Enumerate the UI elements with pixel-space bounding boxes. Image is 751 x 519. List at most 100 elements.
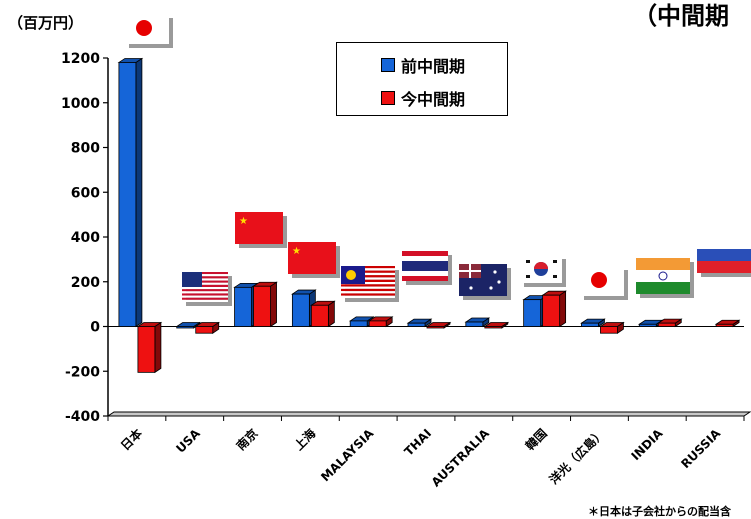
malaysia-flag-icon-stripe [341, 277, 395, 280]
bar-prev-5 [406, 318, 433, 328]
korea-flag-icon-trigram [553, 275, 557, 278]
chart-floor [106, 411, 751, 417]
china-flag-icon-field [235, 212, 283, 244]
bar-curr-9 [656, 318, 683, 328]
bar-curr-3-front [310, 304, 329, 327]
china-flag-icon-star: ★ [292, 246, 301, 257]
usa-flag-icon [182, 272, 232, 306]
chart-axes: -400 -200 0 200 400 600 800 1000 1200 [61, 51, 751, 425]
malaysia-flag-icon-stripe [341, 286, 395, 289]
bar-prev-1-front [176, 326, 195, 329]
bar-curr-7-front [542, 294, 561, 327]
usa-flag-icon-stripe [182, 291, 228, 294]
legend-label-curr: 今中間期 [401, 90, 466, 109]
y-tick-label: -200 [65, 364, 100, 380]
usa-flag-icon-stripe [182, 282, 228, 285]
bar-prev-0-front [118, 62, 137, 327]
bar-curr-6 [483, 321, 510, 329]
chart-title: （中間期 [633, 2, 729, 30]
bar-prev-8 [580, 318, 606, 328]
bar-curr-9-front [657, 322, 676, 327]
usa-flag-icon-stripe [182, 276, 228, 279]
bar-curr-5-front [426, 326, 445, 329]
unit-label: （百万円） [8, 14, 84, 32]
legend-swatch-curr [381, 91, 395, 105]
korea-flag-icon-trigram [526, 275, 530, 278]
legend-swatch-prev [381, 58, 395, 72]
malaysia-flag-icon-stripe [341, 272, 395, 276]
thailand-flag-icon-stripe [402, 276, 448, 281]
india-flag-icon-chakra [658, 271, 668, 281]
malaysia-flag-icon-stripe [341, 266, 395, 269]
india-flag-icon-saffron [636, 258, 690, 270]
bar-prev-3 [291, 289, 317, 328]
china-flag-icon: ★ [235, 212, 287, 248]
x-tick-label: 日本 [117, 426, 145, 454]
malaysia-flag-icon-stripe [341, 293, 395, 296]
usa-flag-icon-stripe [182, 299, 228, 302]
x-tick-label: INDIA [628, 426, 665, 463]
usa-flag-icon-stripe [182, 293, 228, 296]
bar-prev-0 [117, 57, 144, 328]
australia-flag-icon-star [489, 286, 493, 290]
bar-curr-3 [310, 300, 336, 328]
thailand-flag-icon-stripe [402, 251, 448, 256]
thailand-flag-icon-stripe [402, 261, 448, 271]
bar-curr-5 [425, 321, 452, 329]
legend-item-prev: 前中間期 [381, 53, 465, 77]
korea-flag-icon [520, 255, 566, 287]
australia-flag-icon [459, 264, 511, 300]
usa-flag-icon-canton [182, 272, 202, 287]
bar-curr-0-side [154, 321, 162, 374]
bar-prev-8-front [581, 322, 599, 327]
australia-flag-icon-star [469, 286, 473, 290]
korea-flag-icon-taeguk-red [534, 262, 548, 269]
bar-curr-2-front [253, 285, 271, 327]
x-tick-label: 韓国 [522, 426, 550, 454]
x-tick-label: 上海 [291, 426, 319, 454]
bar-curr-7-side [559, 290, 567, 328]
bar-curr-10 [714, 319, 741, 328]
bar-prev-1 [175, 321, 202, 329]
bar-prev-2-front [234, 286, 252, 327]
malaysia-flag-icon-stripe [341, 279, 395, 282]
usa-flag-icon-stripe [182, 278, 228, 281]
bar-prev-9-front [638, 323, 657, 327]
malaysia-flag-icon [341, 266, 399, 302]
russia-flag-icon-red [697, 261, 751, 273]
russia-flag-icon-blue [697, 249, 751, 261]
chart-legend: 前中間期 今中間期 [336, 42, 508, 116]
bar-curr-10-front [715, 323, 734, 327]
bar-curr-6-front [484, 326, 503, 329]
malaysia-flag-icon-stripe [341, 268, 395, 271]
x-tick-label: 南京 [233, 426, 261, 454]
bar-prev-6-front [465, 321, 484, 327]
x-tick-label: MALAYSIA [318, 426, 377, 485]
bar-curr-2-side [270, 281, 277, 328]
china-flag-icon-star: ★ [239, 216, 248, 227]
malaysia-flag-icon-stripe [341, 288, 395, 292]
y-tick-label: 600 [71, 185, 100, 201]
india-flag-icon [636, 258, 694, 298]
usa-flag-icon-stripe [182, 274, 228, 277]
usa-flag-icon-stripe [182, 289, 228, 292]
malaysia-flag-icon-crescent [346, 270, 356, 280]
bar-curr-2 [252, 281, 278, 328]
australia-flag-icon-star [493, 270, 497, 274]
usa-flag-icon-stripe [182, 287, 228, 290]
japan-flag-icon [125, 14, 173, 48]
y-tick-label: -400 [65, 409, 100, 425]
malaysia-flag-icon-stripe [341, 291, 395, 294]
bar-curr-8-front [600, 326, 618, 334]
bar-curr-4-front [368, 320, 387, 327]
x-tick-label: 洋光（広島） [546, 426, 608, 488]
korea-flag-icon-trigram [553, 260, 557, 263]
usa-flag-icon-stripe [182, 280, 228, 283]
korea-flag-icon-trigram [526, 260, 530, 263]
usa-flag-icon-stripe [182, 272, 228, 275]
bar-curr-0 [136, 321, 163, 374]
chart-bars [117, 57, 741, 374]
y-tick-label: 200 [71, 275, 100, 291]
